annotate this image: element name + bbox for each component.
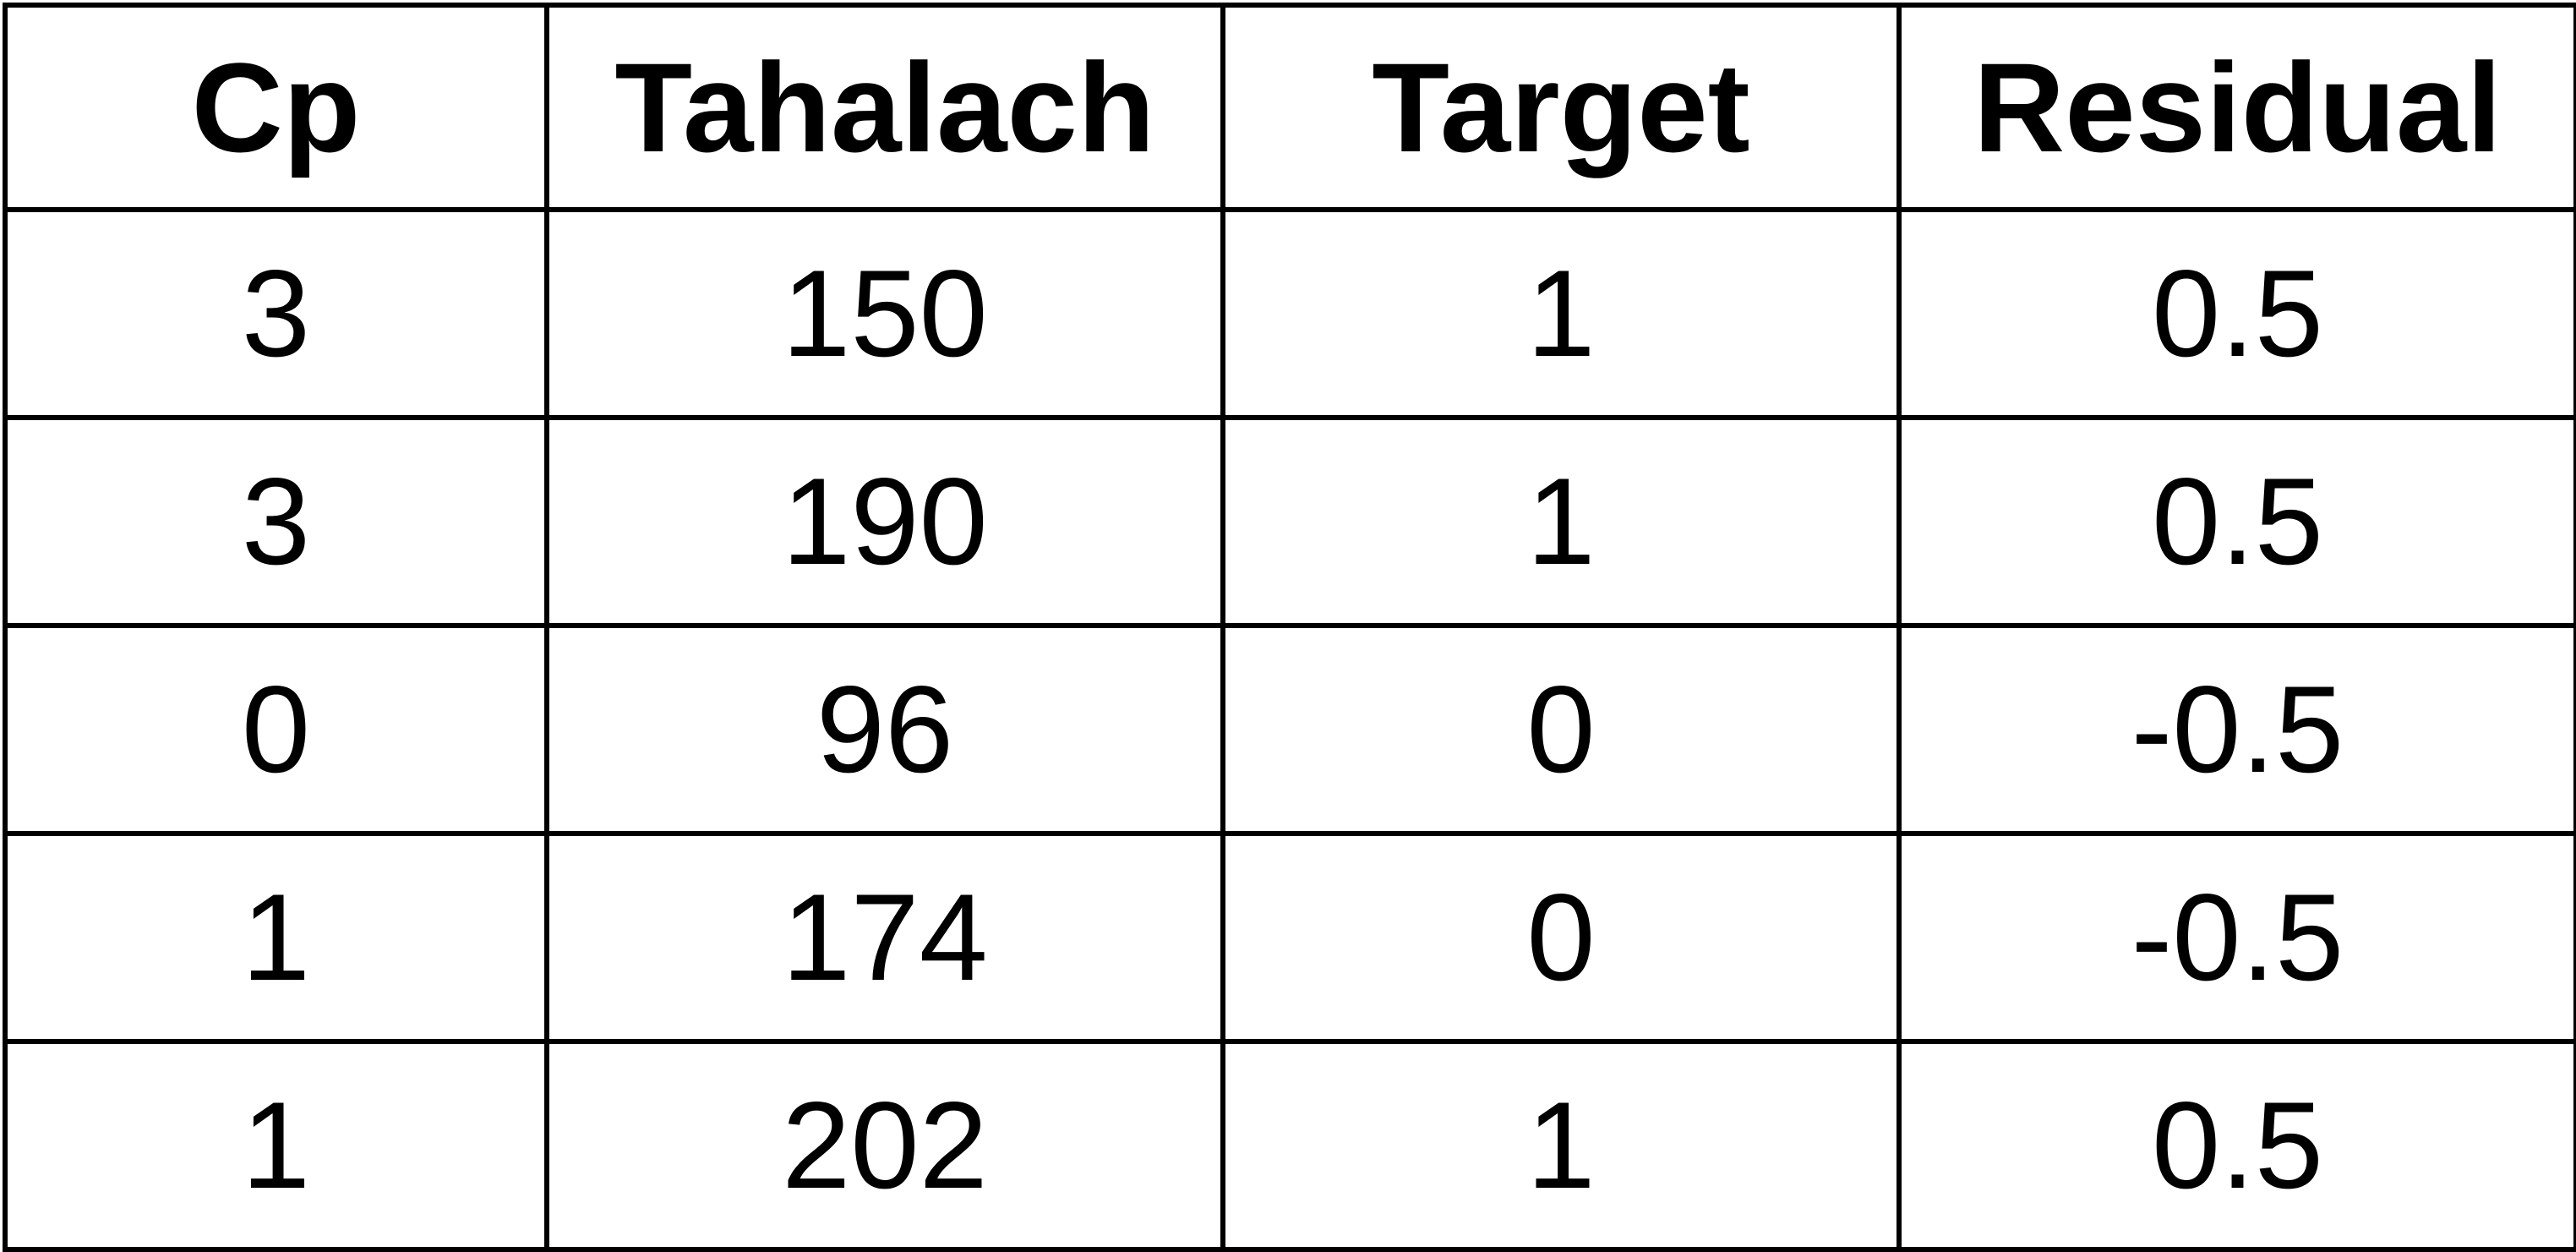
table-body: 3 150 1 0.5 3 190 1 0.5 0 96 0 -0.5 1 17… (3, 207, 2576, 1252)
table-cell: 0.5 (1897, 415, 2576, 628)
table-cell: 1 (1220, 207, 1902, 420)
header-cell-cp: Cp (3, 3, 549, 212)
table-cell: 1 (3, 831, 549, 1044)
table-row: 1 202 1 0.5 (3, 1039, 2576, 1252)
table-row: 3 190 1 0.5 (3, 415, 2576, 628)
table-header: Cp Tahalach Target Residual (3, 3, 2576, 212)
table-cell: 3 (3, 207, 549, 420)
header-row: Cp Tahalach Target Residual (3, 3, 2576, 212)
table-cell: -0.5 (1897, 623, 2576, 836)
table-cell: 1 (1220, 1039, 1902, 1252)
table-container: Cp Tahalach Target Residual 3 150 1 0.5 … (3, 3, 2576, 1252)
table-cell: 202 (544, 1039, 1225, 1252)
table-cell: 0 (1220, 831, 1902, 1044)
table-row: 1 174 0 -0.5 (3, 831, 2576, 1044)
table-cell: 174 (544, 831, 1225, 1044)
header-cell-tahalach: Tahalach (544, 3, 1225, 212)
header-cell-target: Target (1220, 3, 1902, 212)
data-table: Cp Tahalach Target Residual 3 150 1 0.5 … (3, 3, 2576, 1252)
table-cell: 0 (3, 623, 549, 836)
table-cell: 0 (1220, 623, 1902, 836)
table-cell: 1 (1220, 415, 1902, 628)
header-cell-residual: Residual (1897, 3, 2576, 212)
table-cell: 3 (3, 415, 549, 628)
table-cell: 96 (544, 623, 1225, 836)
table-cell: 0.5 (1897, 1039, 2576, 1252)
table-cell: 190 (544, 415, 1225, 628)
table-cell: -0.5 (1897, 831, 2576, 1044)
table-cell: 0.5 (1897, 207, 2576, 420)
table-cell: 150 (544, 207, 1225, 420)
table-row: 0 96 0 -0.5 (3, 623, 2576, 836)
table-row: 3 150 1 0.5 (3, 207, 2576, 420)
table-cell: 1 (3, 1039, 549, 1252)
